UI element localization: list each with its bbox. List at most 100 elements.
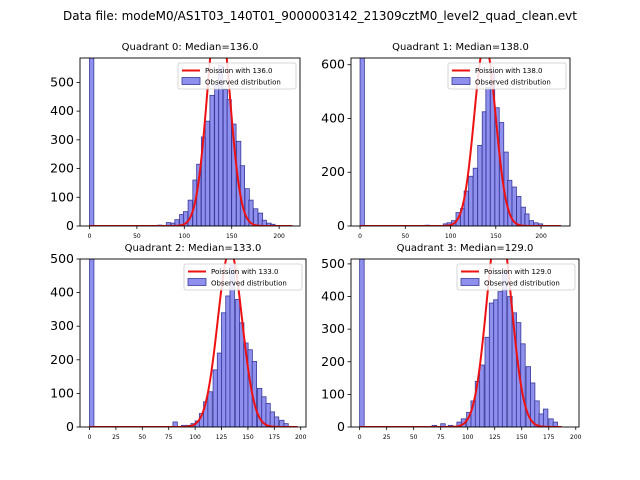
legend-bars-swatch — [187, 278, 207, 286]
chart-panel-3: 0 25 50 75 100 125 150 175 200 0 100 200 300 400 500 Qu… — [321, 243, 582, 441]
histogram-bar — [212, 369, 218, 427]
x-tick-label: 50 — [138, 434, 146, 441]
x-tick-label: 25 — [112, 434, 120, 441]
y-tick-label: 0 — [66, 419, 74, 434]
x-tick-label: 75 — [437, 434, 445, 441]
histogram-bar — [273, 416, 280, 427]
y-tick-label: 400 — [321, 110, 345, 125]
figure-suptitle: Data file: modeM0/AS1T03_140T01_90000031… — [63, 9, 577, 23]
poisson-curve-2 — [89, 259, 298, 427]
x-tick-label: 150 — [516, 434, 528, 441]
x-tick-label: 125 — [489, 434, 501, 441]
histogram-bar — [488, 302, 495, 427]
x-tick-label: 50 — [401, 233, 409, 240]
y-tick-label: 0 — [66, 218, 74, 233]
legend-0: Poission with 136.0 Observed distribution — [177, 62, 297, 90]
histogram-bar — [497, 291, 503, 427]
y-tick-label: 200 — [50, 352, 74, 367]
legend-bars-label: Observed distribution — [205, 79, 281, 87]
histogram-bar — [89, 259, 95, 427]
legend-bars-label: Observed distribution — [484, 280, 560, 288]
legend-bars-swatch — [451, 77, 471, 85]
histogram-bar — [265, 403, 271, 427]
bars-0 — [89, 58, 276, 226]
legend-bars-label: Observed distribution — [211, 280, 287, 288]
histogram-bar — [225, 295, 231, 427]
histogram-bar — [253, 208, 259, 226]
histogram-bar — [359, 58, 365, 226]
x-tick-label: 50 — [410, 434, 418, 441]
x-tick-label: 100 — [445, 233, 457, 240]
legend-box — [177, 62, 297, 90]
x-tick-label: 100 — [462, 434, 474, 441]
legend-bars-swatch — [460, 278, 480, 286]
legend-curve-label: Poission with 136.0 — [205, 67, 273, 75]
histogram-bar — [468, 175, 474, 226]
x-tick-label: 0 — [88, 233, 92, 240]
x-tick-label: 100 — [189, 434, 201, 441]
chart-panel-1: 0 50 100 150 200 0 200 400 600 Quadrant 1: Median… — [321, 42, 571, 240]
histogram-bar — [269, 411, 275, 427]
chart-panel-0: 0 50 100 150 200 0 100 200 300 400 500 Quadrant 0: … — [50, 42, 301, 240]
histogram-bar — [221, 312, 227, 427]
x-tick-label: 150 — [226, 233, 238, 240]
y-tick-label: 100 — [50, 385, 74, 400]
histogram-bar — [234, 298, 241, 427]
histogram-bar — [501, 270, 508, 427]
legend-box — [183, 263, 303, 291]
histogram-bar — [216, 352, 223, 427]
legend-3: Poission with 129.0 Observed distribution — [456, 263, 576, 291]
histogram-bar — [257, 212, 264, 226]
histogram-bar — [226, 99, 232, 226]
y-tick-label: 500 — [50, 251, 74, 266]
y-tick-label: 100 — [321, 386, 345, 401]
x-tick-label: 0 — [88, 434, 92, 441]
chart-panel-2: 0 25 50 75 100 125 150 175 200 0 100 200 300 400 500 Qu… — [50, 243, 306, 441]
x-tick-label: 200 — [295, 434, 307, 441]
y-tick-label: 0 — [337, 218, 345, 233]
legend-2: Poission with 133.0 Observed distribution — [183, 263, 303, 291]
legend-1: Poission with 138.0 Observed distribution — [447, 62, 567, 90]
y-tick-label: 400 — [50, 285, 74, 300]
histogram-bar — [507, 296, 513, 427]
x-tick-label: 125 — [216, 434, 228, 441]
x-tick-label: 200 — [535, 233, 547, 240]
histogram-bar — [524, 213, 530, 226]
y-tick-label: 400 — [50, 103, 74, 118]
y-tick-label: 200 — [50, 161, 74, 176]
bars-2 — [89, 259, 289, 427]
x-tick-label: 200 — [570, 434, 582, 441]
legend-bars-swatch — [181, 77, 201, 85]
histogram-bar — [548, 418, 554, 427]
axes-frame — [79, 258, 307, 428]
histogram-bar — [239, 322, 245, 427]
legend-curve-label: Poission with 129.0 — [484, 268, 552, 276]
x-tick-label: 175 — [543, 434, 555, 441]
histogram-bar — [472, 167, 478, 226]
y-tick-label: 0 — [337, 419, 345, 434]
legend-box — [456, 263, 576, 291]
x-tick-label: 50 — [133, 233, 141, 240]
y-tick-label: 100 — [50, 189, 74, 204]
y-tick-label: 300 — [321, 321, 345, 336]
histogram-bar — [207, 391, 213, 427]
chart-title-2: Quadrant 2: Median=133.0 — [125, 243, 262, 254]
x-tick-label: 100 — [179, 233, 191, 240]
legend-curve-label: Poission with 133.0 — [211, 268, 279, 276]
histogram-bar — [479, 364, 485, 427]
poisson-curve-0 — [89, 58, 293, 226]
x-tick-label: 150 — [242, 434, 254, 441]
poisson-curve-3 — [359, 259, 562, 427]
legend-bars-label: Observed distribution — [475, 79, 551, 87]
x-tick-label: 175 — [269, 434, 281, 441]
x-tick-label: 0 — [358, 233, 362, 240]
histogram-bar — [484, 336, 490, 427]
x-tick-label: 200 — [273, 233, 285, 240]
chart-title-1: Quadrant 1: Median=138.0 — [392, 42, 529, 53]
histogram-bar — [493, 299, 499, 427]
histogram-bar — [204, 120, 210, 226]
histogram-bar — [516, 196, 522, 226]
histogram-bar — [283, 423, 289, 427]
